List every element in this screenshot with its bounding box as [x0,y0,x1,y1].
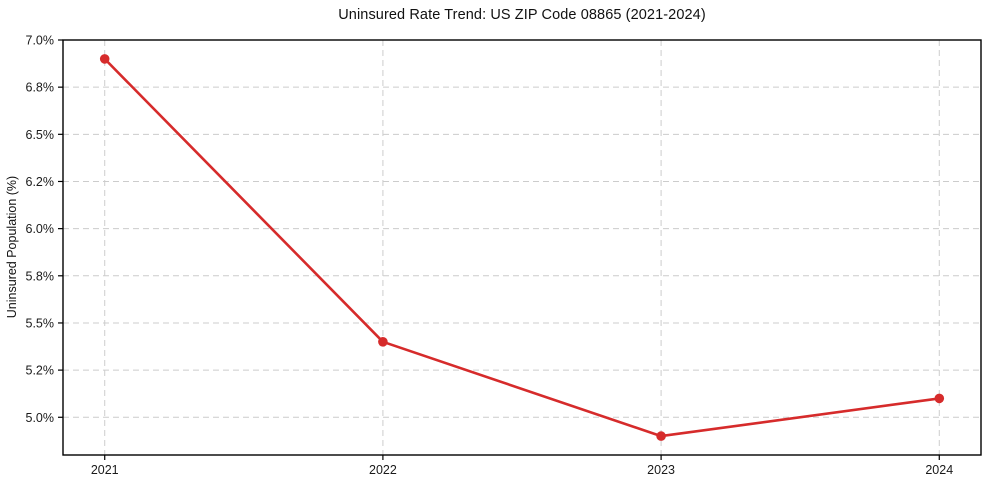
data-point-marker [934,393,945,404]
trend-line [103,57,941,438]
y-tick-label: 5.5% [26,316,55,330]
y-tick-label: 5.0% [26,411,55,425]
data-point-marker [656,431,666,441]
y-tick-label: 6.8% [26,81,55,95]
data-point-marker [99,54,110,64]
chart-title: Uninsured Rate Trend: US ZIP Code 08865 … [338,7,706,23]
y-tick-label: 6.2% [26,175,55,189]
x-tick-label: 2021 [91,463,119,477]
y-tick-label: 6.0% [26,222,55,236]
y-tick-label: 5.2% [26,364,55,378]
x-tick-label: 2023 [647,463,675,477]
plot-border [62,39,982,456]
data-point-marker [378,337,388,347]
y-tick-label: 7.0% [26,34,55,48]
y-tick-label: 5.8% [26,269,55,283]
x-tick-label: 2024 [925,463,953,477]
y-tick-label: 6.5% [26,128,55,142]
x-tick-label: 2022 [369,463,397,477]
